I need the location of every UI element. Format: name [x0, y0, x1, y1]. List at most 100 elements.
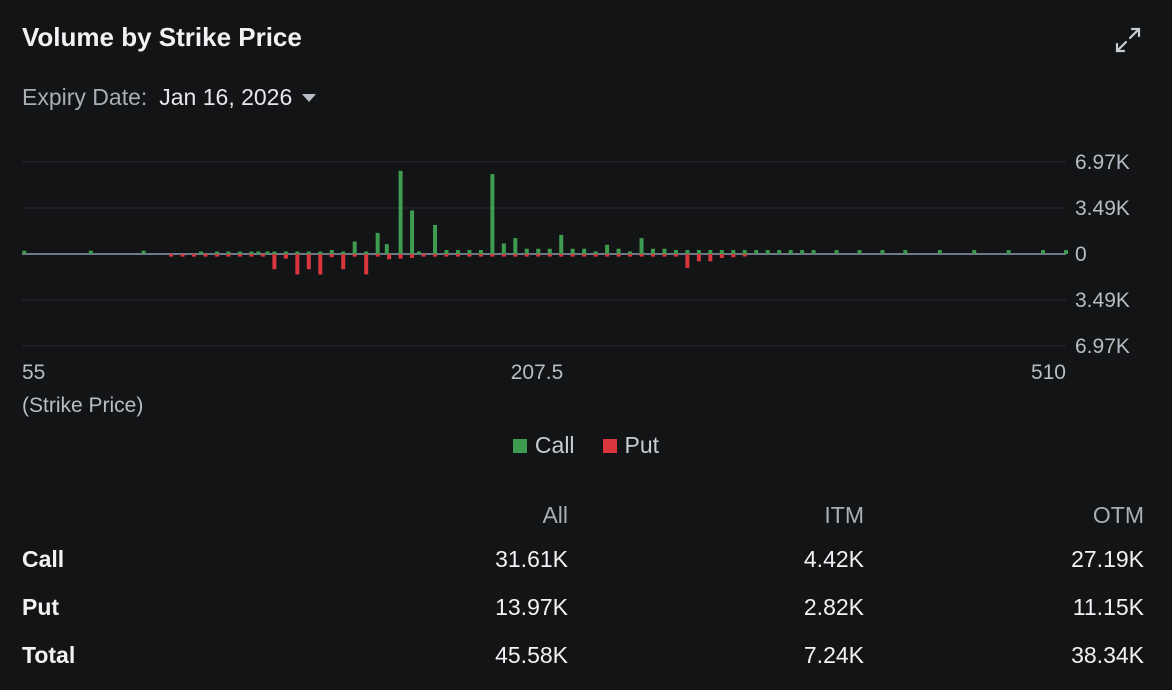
put-bar[interactable]: [410, 254, 415, 258]
call-bar[interactable]: [198, 251, 203, 255]
put-bar[interactable]: [742, 254, 747, 257]
put-bar[interactable]: [272, 254, 277, 270]
put-bar[interactable]: [570, 254, 575, 257]
put-bar[interactable]: [387, 254, 392, 260]
call-bar[interactable]: [788, 250, 793, 254]
put-bar[interactable]: [685, 254, 690, 268]
call-bar[interactable]: [582, 248, 587, 254]
call-bar[interactable]: [536, 248, 541, 254]
call-bar[interactable]: [265, 251, 270, 255]
call-bar[interactable]: [765, 250, 770, 254]
put-bar[interactable]: [616, 254, 621, 257]
put-bar[interactable]: [467, 254, 472, 257]
call-bar[interactable]: [650, 248, 655, 254]
put-bar[interactable]: [433, 254, 438, 257]
call-bar[interactable]: [22, 250, 27, 254]
put-bar[interactable]: [329, 254, 334, 258]
put-bar[interactable]: [226, 254, 231, 257]
put-bar[interactable]: [215, 254, 220, 257]
put-bar[interactable]: [398, 254, 403, 259]
put-bar[interactable]: [639, 254, 644, 257]
call-bar[interactable]: [384, 244, 389, 254]
call-bar[interactable]: [375, 232, 380, 254]
call-bar[interactable]: [616, 248, 621, 254]
put-bar[interactable]: [260, 254, 265, 257]
call-bar[interactable]: [513, 238, 518, 254]
put-bar[interactable]: [375, 254, 380, 257]
call-bar[interactable]: [88, 250, 93, 254]
call-bar[interactable]: [215, 251, 220, 255]
call-bar[interactable]: [570, 248, 575, 254]
call-bar[interactable]: [341, 251, 346, 255]
put-bar[interactable]: [295, 254, 300, 275]
call-bar[interactable]: [800, 250, 805, 254]
call-bar[interactable]: [662, 248, 667, 254]
put-bar[interactable]: [203, 254, 208, 257]
put-bar[interactable]: [478, 254, 483, 257]
call-bar[interactable]: [903, 250, 908, 254]
call-bar[interactable]: [857, 250, 862, 254]
put-bar[interactable]: [593, 254, 598, 257]
put-bar[interactable]: [169, 254, 174, 257]
call-bar[interactable]: [639, 238, 644, 254]
call-bar[interactable]: [455, 250, 460, 254]
call-bar[interactable]: [708, 250, 713, 254]
call-bar[interactable]: [329, 250, 334, 254]
put-bar[interactable]: [490, 254, 495, 257]
call-bar[interactable]: [1006, 250, 1011, 254]
call-bar[interactable]: [416, 251, 421, 255]
put-bar[interactable]: [524, 254, 529, 257]
put-bar[interactable]: [249, 254, 254, 257]
call-bar[interactable]: [559, 234, 564, 254]
put-bar[interactable]: [192, 254, 197, 257]
call-bar[interactable]: [593, 251, 598, 254]
call-bar[interactable]: [249, 251, 254, 255]
expiry-dropdown[interactable]: Jan 16, 2026: [159, 84, 317, 111]
call-bar[interactable]: [696, 250, 701, 254]
call-bar[interactable]: [742, 250, 747, 254]
call-bar[interactable]: [237, 251, 242, 255]
put-bar[interactable]: [306, 254, 311, 270]
call-bar[interactable]: [364, 251, 369, 255]
put-bar[interactable]: [364, 254, 369, 275]
put-bar[interactable]: [237, 254, 242, 257]
put-bar[interactable]: [536, 254, 541, 257]
call-bar[interactable]: [547, 248, 552, 254]
put-bar[interactable]: [559, 254, 564, 257]
put-bar[interactable]: [708, 254, 713, 262]
call-bar[interactable]: [834, 250, 839, 254]
put-bar[interactable]: [180, 254, 185, 257]
put-bar[interactable]: [719, 254, 724, 258]
call-bar[interactable]: [256, 251, 261, 255]
call-bar[interactable]: [490, 174, 495, 254]
put-bar[interactable]: [673, 254, 678, 257]
legend-item-put[interactable]: Put: [602, 432, 659, 459]
put-bar[interactable]: [455, 254, 460, 257]
call-bar[interactable]: [352, 241, 357, 254]
call-bar[interactable]: [306, 251, 311, 255]
call-bar[interactable]: [398, 170, 403, 254]
call-bar[interactable]: [444, 250, 449, 254]
put-bar[interactable]: [696, 254, 701, 262]
call-bar[interactable]: [811, 250, 816, 254]
call-bar[interactable]: [628, 251, 633, 254]
call-bar[interactable]: [937, 250, 942, 254]
call-bar[interactable]: [433, 224, 438, 254]
put-bar[interactable]: [662, 254, 667, 257]
call-bar[interactable]: [318, 251, 323, 255]
put-bar[interactable]: [628, 254, 633, 257]
put-bar[interactable]: [421, 254, 426, 257]
put-bar[interactable]: [318, 254, 323, 275]
call-bar[interactable]: [972, 250, 977, 254]
call-bar[interactable]: [880, 250, 885, 254]
put-bar[interactable]: [547, 254, 552, 257]
put-bar[interactable]: [501, 254, 506, 257]
expand-icon[interactable]: [1114, 26, 1142, 54]
call-bar[interactable]: [501, 243, 506, 254]
put-bar[interactable]: [352, 254, 357, 257]
call-bar[interactable]: [226, 251, 231, 255]
put-bar[interactable]: [605, 254, 610, 257]
call-bar[interactable]: [777, 250, 782, 254]
call-bar[interactable]: [719, 250, 724, 254]
call-bar[interactable]: [478, 250, 483, 254]
